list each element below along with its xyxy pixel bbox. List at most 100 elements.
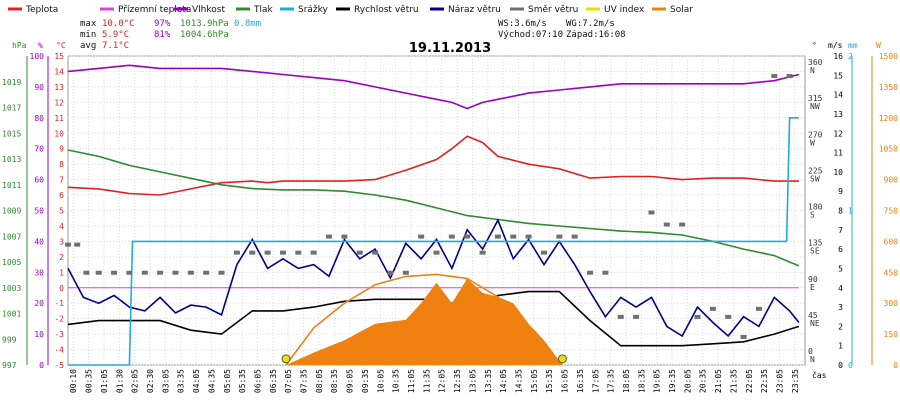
tick-label-hpa: 999 (2, 335, 17, 344)
tick-label-w: 1350 (879, 83, 898, 92)
x-tick-label: 00:35 (85, 369, 94, 393)
tick-label-ms: 1 (838, 342, 843, 351)
x-tick-label: 13:35 (484, 369, 493, 393)
wind-dir-point (402, 270, 409, 275)
series-line-teplota (67, 135, 799, 196)
wind-dir-point (111, 270, 118, 275)
x-tick-label: 04:05 (192, 369, 201, 393)
series-line-vlhkost (67, 64, 800, 110)
stat-avg-temp: 7.1°C (102, 41, 129, 51)
tick-label-w: 750 (884, 207, 899, 216)
wind-dir-point (725, 314, 732, 319)
tick-label-w: 450 (884, 268, 899, 277)
tick-label-temp: 6 (59, 191, 64, 200)
tick-label-hpa: 1001 (2, 310, 21, 319)
tick-label-ms: 16 (833, 52, 843, 61)
tick-label-compass: SE (810, 247, 820, 256)
wind-dir-point (556, 234, 563, 239)
legend: Teplota Přízemní teplota Vlhkost Tlak Sr… (8, 5, 693, 15)
x-tick-label: 22:35 (760, 369, 769, 393)
tick-label-temp: 4 (59, 222, 64, 231)
tick-label-ms: 4 (838, 284, 843, 293)
wind-dir-point (74, 242, 81, 247)
x-tick-label: 07:05 (284, 369, 293, 393)
stat-min-humidity: 81% (154, 30, 171, 40)
tick-label-dir: 135 (808, 239, 823, 248)
wind-dir-point (279, 250, 286, 255)
tick-label-dir: 45 (808, 311, 818, 320)
legend-label-teplota: Teplota (25, 5, 58, 15)
stats-block: max 10.0°C 97% 1013.9hPa 0.8mm min 5.9°C… (80, 19, 626, 51)
series-line-sr-ky (68, 117, 799, 366)
tick-label-dir: 270 (808, 130, 823, 139)
tick-label-ms: 8 (838, 207, 843, 216)
grid (68, 55, 805, 366)
x-tick-label: 08:05 (315, 369, 324, 393)
x-tick-label: 05:35 (238, 369, 247, 393)
tick-label-temp: 1 (59, 268, 64, 277)
tick-label-ms: 10 (833, 168, 843, 177)
tick-label-temp: 7 (59, 176, 64, 185)
tick-label-hpa: 1009 (2, 207, 21, 216)
tick-label-ms: 2 (838, 322, 843, 331)
x-tick-label: 20:05 (683, 369, 692, 393)
tick-label-w: 1200 (879, 114, 898, 123)
wind-dir-point (83, 270, 90, 275)
tick-label-pct: 100 (30, 52, 45, 61)
x-tick-label: 11:35 (422, 369, 431, 393)
tick-label-compass: NW (810, 102, 820, 111)
x-tick-label: 14:35 (514, 369, 523, 393)
wind-dir-point (326, 234, 333, 239)
x-tick-label: 05:05 (223, 369, 232, 393)
tick-label-temp: -3 (54, 330, 64, 339)
tick-label-dir: 315 (808, 94, 823, 103)
tick-label-temp: -4 (54, 346, 64, 355)
wind-dir-point (663, 222, 670, 227)
tick-label-temp: 13 (54, 83, 64, 92)
wind-dir-point (571, 234, 578, 239)
tick-label-hpa: 1007 (2, 232, 21, 241)
x-tick-label: 16:05 (561, 369, 570, 393)
wind-dir-point (141, 270, 148, 275)
tick-label-hpa: 1015 (2, 129, 21, 138)
axis-pct: 0 10 20 30 40 50 60 70 80 90 100 (30, 52, 49, 370)
tick-label-ms: 0 (838, 361, 843, 370)
tick-label-w: 150 (884, 330, 899, 339)
wind-dir-point (126, 270, 133, 275)
x-tick-label: 01:30 (115, 369, 124, 393)
stat-min-label: min (80, 30, 96, 40)
wind-dir-point (387, 270, 394, 275)
wind-dir-point (433, 250, 440, 255)
wind-dir-point (694, 314, 701, 319)
uv-marker (557, 354, 567, 364)
wind-dir-point (709, 306, 716, 311)
stat-avg-label: avg (80, 41, 96, 51)
wind-dir-point (65, 242, 71, 247)
x-tick-label: 03:05 (161, 369, 170, 393)
tick-label-temp: 12 (54, 98, 64, 107)
wind-dir-point (540, 250, 547, 255)
x-tick-label: 03:35 (177, 369, 186, 393)
x-tick-label: 12:05 (438, 369, 447, 393)
series-layer (65, 64, 800, 366)
tick-label-dir: 0 (808, 347, 813, 356)
x-tick-label: 08:35 (330, 369, 339, 393)
wind-dir-point (264, 250, 271, 255)
tick-label-temp: 0 (59, 284, 64, 293)
tick-label-mm: 0 (848, 361, 853, 370)
x-tick-label: 14:05 (499, 369, 508, 393)
tick-label-temp: 2 (59, 253, 64, 262)
uv-marker (281, 354, 291, 364)
x-tick-label: 15:05 (530, 369, 539, 393)
tick-label-temp: 14 (54, 67, 64, 76)
tick-label-w: 0 (893, 361, 898, 370)
wind-dir-point (95, 270, 102, 275)
tick-label-temp: 15 (54, 52, 64, 61)
x-tick-label: 22:05 (745, 369, 754, 393)
x-tick-label: 12:35 (453, 369, 462, 393)
tick-label-compass: NE (810, 319, 820, 328)
legend-label-naraz-vetru: Náraz větru (448, 5, 501, 15)
axis-unit-w: W (876, 41, 881, 50)
